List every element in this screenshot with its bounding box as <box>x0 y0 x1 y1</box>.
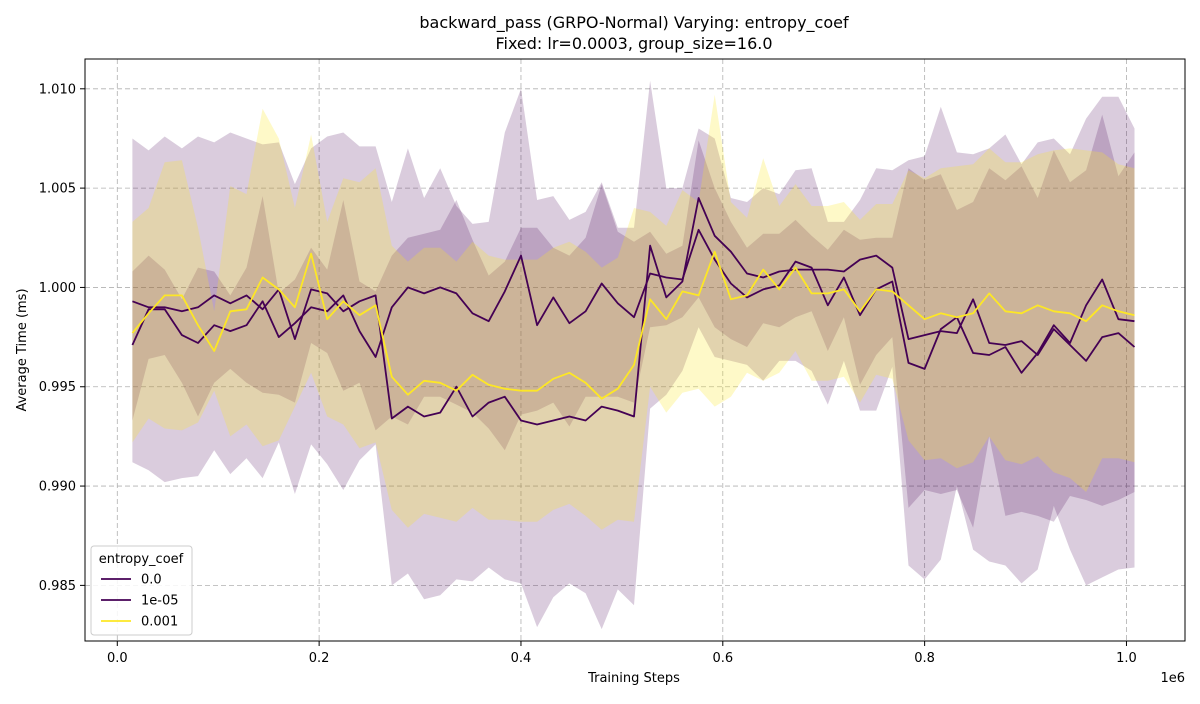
y-axis-label: Average Time (ms) <box>15 288 30 411</box>
x-axis-ticks: 0.0 0.2 0.4 0.6 0.8 1.0 <box>107 641 1137 666</box>
series-band-0 <box>132 80 1135 630</box>
legend: entropy_coef 0.0 1e-05 0.001 <box>90 545 193 636</box>
series-lines <box>131 197 1136 426</box>
x-tick-label: 0.4 <box>511 651 532 666</box>
x-tick-label: 1.0 <box>1116 651 1137 666</box>
chart-subtitle: Fixed: lr=0.0003, group_size=16.0 <box>495 34 772 54</box>
series-line-2 <box>131 250 1135 400</box>
plot-frame <box>84 58 1186 642</box>
legend-box <box>90 545 193 636</box>
y-tick-label: 0.990 <box>39 480 76 495</box>
grid <box>85 59 1185 641</box>
series-line-1 <box>131 228 1135 374</box>
y-tick-label: 0.985 <box>39 579 76 594</box>
y-tick-label: 0.995 <box>39 380 76 395</box>
x-axis-offset-label: 1e6 <box>1160 671 1185 686</box>
y-tick-label: 1.005 <box>39 182 76 197</box>
y-axis-ticks: 0.985 0.990 0.995 1.000 1.005 1.010 <box>39 82 85 594</box>
series-line-0 <box>132 197 1136 426</box>
series-band-2 <box>132 94 1135 530</box>
y-tick-label: 1.010 <box>39 82 76 97</box>
x-tick-label: 0.0 <box>107 651 128 666</box>
legend-entries: 0.0 1e-05 0.001 <box>101 573 179 630</box>
legend-title: entropy_coef <box>99 552 184 567</box>
x-tick-label: 0.8 <box>914 651 935 666</box>
legend-label-2: 0.001 <box>141 615 178 630</box>
legend-label-0: 0.0 <box>141 573 162 588</box>
confidence-bands <box>132 80 1135 630</box>
x-tick-label: 0.2 <box>309 651 330 666</box>
series-band-1 <box>132 114 1135 528</box>
y-tick-label: 1.000 <box>39 281 76 296</box>
chart-title: backward_pass (GRPO-Normal) Varying: ent… <box>419 13 849 33</box>
x-axis-label: Training Steps <box>587 671 680 686</box>
legend-label-1: 1e-05 <box>141 594 179 609</box>
x-tick-label: 0.6 <box>712 651 733 666</box>
